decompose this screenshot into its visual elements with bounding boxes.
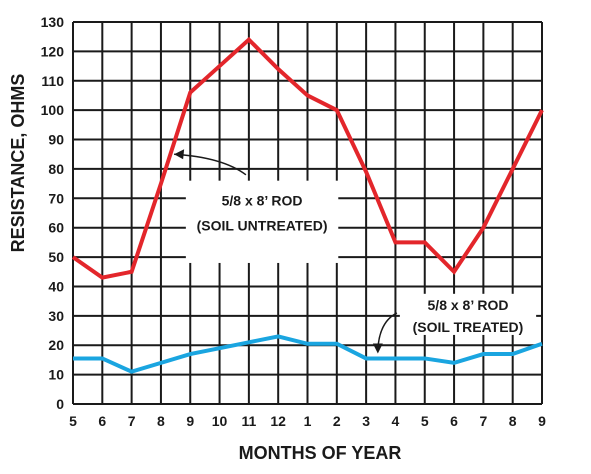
grid [72, 21, 543, 405]
y-tick-label: 20 [48, 337, 64, 353]
x-tick-label: 7 [479, 413, 487, 429]
x-axis-title: MONTHS OF YEAR [239, 443, 402, 463]
annotation-untreated-line1: 5/8 x 8’ ROD [222, 193, 303, 209]
annotation-untreated-line2: (SOIL UNTREATED) [197, 218, 328, 234]
x-tick-label: 9 [538, 413, 546, 429]
annotation-box-untreated [185, 180, 339, 263]
x-tick-label: 3 [362, 413, 370, 429]
y-axis-title: RESISTANCE, OHMS [8, 74, 28, 253]
annotation-treated-line1: 5/8 x 8’ ROD [428, 297, 509, 313]
x-tick-label: 8 [157, 413, 165, 429]
x-tick-label: 5 [421, 413, 429, 429]
x-tick-label: 1 [304, 413, 312, 429]
y-tick-label: 130 [41, 14, 65, 30]
arrowhead-icon [372, 343, 383, 354]
y-tick-label: 100 [41, 102, 65, 118]
annotations: 5/8 x 8’ ROD (SOIL UNTREATED) 5/8 x 8’ ROD… [174, 149, 537, 354]
x-tick-label: 8 [509, 413, 517, 429]
x-tick-label: 4 [392, 413, 400, 429]
y-tick-label: 30 [48, 308, 64, 324]
y-tick-label: 70 [48, 190, 64, 206]
x-tick-label: 9 [186, 413, 194, 429]
x-tick-label: 6 [450, 413, 458, 429]
x-tick-label: 12 [270, 413, 286, 429]
arrowhead-icon [174, 149, 185, 160]
x-tick-labels: 5 6 7 8 9 10 11 12 1 2 3 4 5 6 7 8 9 [69, 413, 546, 429]
y-tick-label: 10 [48, 367, 64, 383]
y-tick-label: 80 [48, 161, 64, 177]
x-tick-label: 5 [69, 413, 77, 429]
y-tick-label: 110 [41, 73, 64, 89]
y-tick-label: 120 [41, 43, 65, 59]
x-tick-label: 10 [212, 413, 228, 429]
x-tick-label: 11 [241, 413, 256, 429]
x-tick-label: 7 [128, 413, 136, 429]
y-tick-label: 40 [48, 278, 64, 294]
y-tick-label: 0 [56, 396, 64, 412]
x-tick-label: 6 [98, 413, 106, 429]
y-tick-label: 90 [48, 132, 64, 148]
x-tick-label: 2 [333, 413, 341, 429]
annotation-treated-line2: (SOIL TREATED) [413, 319, 524, 335]
y-tick-label: 50 [48, 249, 64, 265]
annotation-arrow-untreated [174, 153, 247, 176]
annotation-box-treated [399, 293, 537, 335]
y-tick-labels: 0 10 20 30 40 50 60 70 80 90 100 110 120 130 [41, 14, 65, 412]
series-lines [71, 36, 544, 374]
y-tick-label: 60 [48, 220, 64, 236]
